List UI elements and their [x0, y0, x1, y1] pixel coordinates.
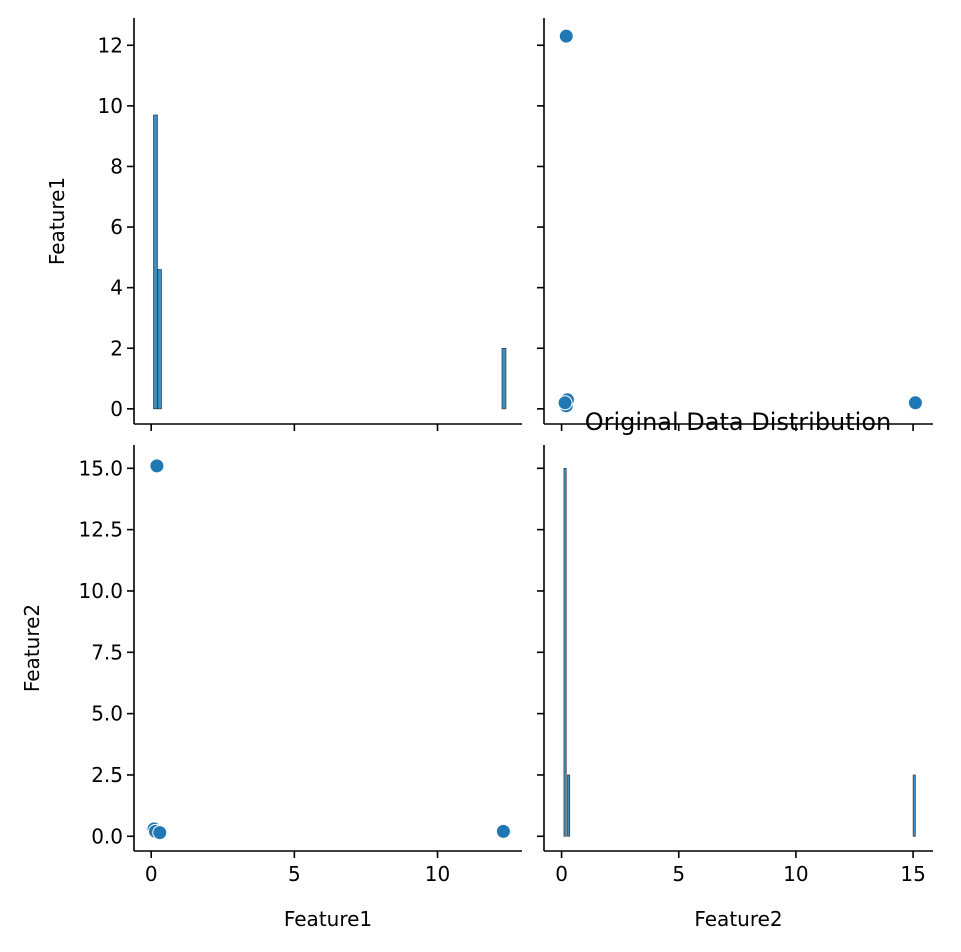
hist-feature1-bar-1 — [157, 269, 162, 410]
hist-feature2-bar-2 — [912, 774, 916, 837]
scatter-f1-vs-f2-point-4 — [152, 825, 168, 841]
labels-layer: 0 2 4 6 8 10 12 Feature1 0.0 2.5 5.0 7.5 10.0 12.5 15.… — [20, 33, 926, 931]
scatter-f1-vs-f2-ytick-label-4: 10.0 — [78, 579, 123, 603]
scatter-f1-vs-f2-ytick-label-3: 7.5 — [91, 640, 123, 664]
scatter-f1-vs-f2-xlabel: Feature1 — [284, 907, 372, 931]
scatter-f2-vs-f1-point-4 — [557, 395, 573, 411]
scatter-f2-vs-f1-point-0 — [558, 28, 574, 44]
hist-feature2-xtick-label-0: 0 — [555, 862, 568, 886]
scatter-f1-vs-f2-ytick-label-5: 12.5 — [78, 518, 123, 542]
hist-feature2-xlabel: Feature2 — [694, 907, 782, 931]
scatter-f1-vs-f2-point-0 — [149, 458, 165, 474]
hist-feature1-ytick-label-4: 8 — [110, 154, 123, 178]
hist-feature1-ytick-label-6: 12 — [98, 33, 123, 57]
hist-feature1-ytick-label-2: 4 — [110, 276, 123, 300]
scatter-f1-vs-f2-ytick-label-1: 2.5 — [91, 763, 123, 787]
scatter-f1-vs-f2-xtick-label-2: 10 — [425, 862, 450, 886]
hist-feature2-xtick-label-3: 15 — [900, 862, 925, 886]
hist-feature1-ylabel: Feature1 — [45, 177, 69, 265]
scatter-f1-vs-f2-ytick-label-6: 15.0 — [78, 456, 123, 480]
hist-feature1-ytick-label-3: 6 — [110, 215, 123, 239]
histogram-bars-layer — [153, 114, 916, 837]
hist-feature2-xtick-label-1: 5 — [672, 862, 685, 886]
hist-feature2-xtick-label-2: 10 — [783, 862, 808, 886]
scatter-f1-vs-f2-ytick-label-0: 0.0 — [91, 824, 123, 848]
scatter-f2-vs-f1-point-1 — [907, 395, 923, 411]
hist-feature1-ytick-label-5: 10 — [98, 94, 123, 118]
scatter-f1-vs-f2-xtick-label-1: 5 — [288, 862, 301, 886]
scatter-f1-vs-f2-xtick-label-0: 0 — [145, 862, 158, 886]
scatter-f1-vs-f2-point-1 — [495, 823, 511, 839]
axes-layer — [127, 18, 933, 858]
scatter-f1-vs-f2-ytick-label-2: 5.0 — [91, 702, 123, 726]
hist-feature2-bar-1 — [567, 774, 571, 837]
hist-feature1-ytick-label-0: 0 — [110, 397, 123, 421]
hist-feature1-bar-0 — [153, 114, 158, 410]
hist-feature2-bar-0 — [563, 468, 567, 837]
hist-feature1-bar-2 — [501, 347, 507, 410]
hist-feature1-ytick-label-1: 2 — [110, 336, 123, 360]
scatter-f1-vs-f2-ylabel: Feature2 — [20, 604, 44, 692]
scatter-points-layer — [146, 28, 923, 841]
chart-title: Original Data Distribution — [585, 408, 892, 436]
